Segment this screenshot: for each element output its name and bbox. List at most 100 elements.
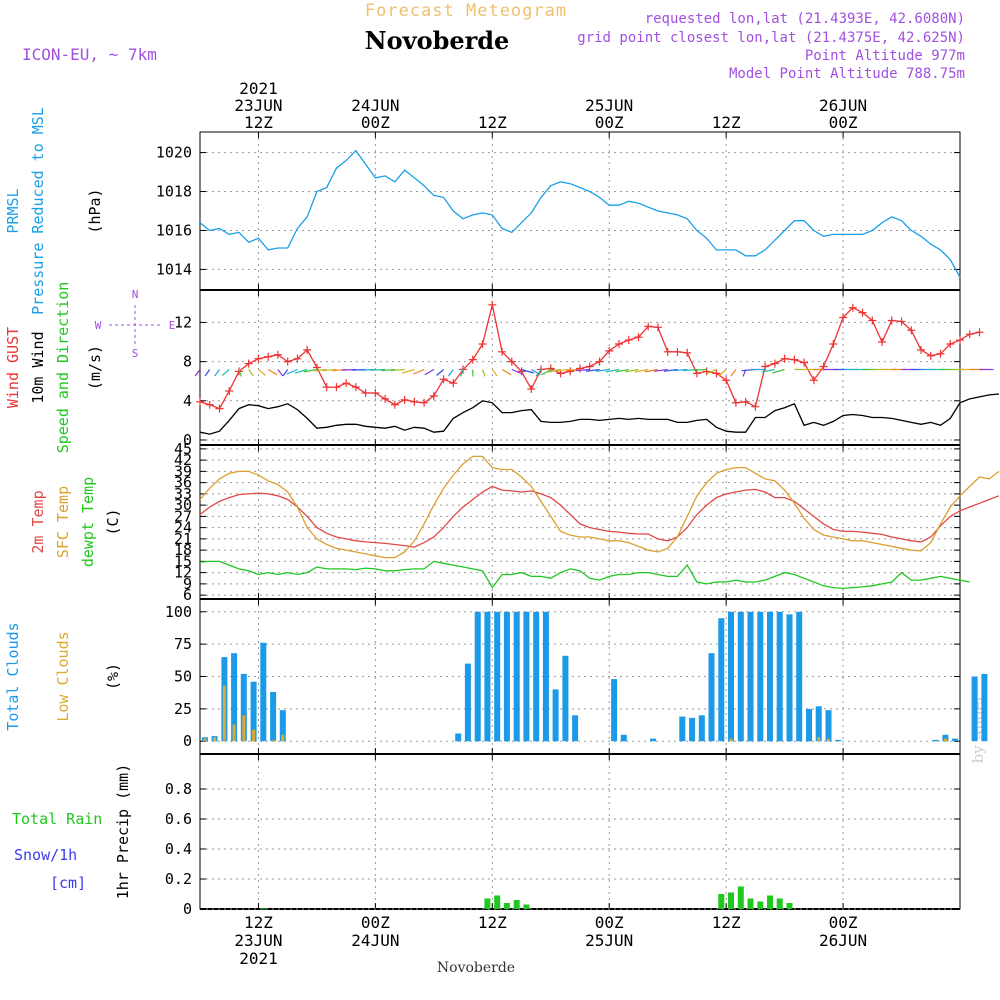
- wind-direction-arrow: [413, 368, 425, 375]
- rain-bar: [484, 898, 491, 909]
- bottom-time-label: 23JUN: [234, 931, 282, 950]
- wind-direction-arrow: [772, 368, 785, 374]
- y-tick-label: 9: [183, 575, 192, 593]
- wind-direction-arrow: [605, 368, 620, 373]
- low-cloud-bar: [271, 739, 275, 742]
- gust-marker: [303, 345, 312, 354]
- gust-marker: [751, 402, 760, 411]
- total-cloud-bar: [611, 679, 618, 742]
- bottom-time-label: 24JUN: [351, 931, 399, 950]
- wind-direction-arrow: [705, 368, 717, 375]
- gust-marker: [644, 322, 653, 331]
- y-tick-label: 75: [174, 635, 192, 653]
- top-time-label: 12Z: [478, 113, 507, 132]
- gust-marker: [858, 308, 867, 317]
- y-tick-label: 1016: [156, 221, 192, 239]
- y-tick-label: 12: [174, 564, 192, 582]
- total-cloud-bar: [250, 681, 257, 742]
- wind-direction-arrow: [634, 368, 649, 373]
- gust-marker: [926, 351, 935, 360]
- y-tick-label: 45: [174, 440, 192, 458]
- total-cloud-bar: [542, 611, 549, 742]
- gust-marker: [839, 313, 848, 322]
- wind-direction-arrow: [654, 368, 668, 372]
- gust-marker: [614, 339, 623, 348]
- gust-marker: [293, 354, 302, 363]
- wind-direction-arrow: [204, 369, 211, 377]
- total-cloud-bar: [835, 739, 842, 742]
- y-tick-label: 100: [165, 603, 192, 621]
- gust-marker: [897, 317, 906, 326]
- gust-marker: [566, 367, 575, 376]
- top-time-label: 00Z: [829, 113, 858, 132]
- gust-marker: [868, 316, 877, 325]
- gust-marker: [400, 395, 409, 404]
- gust-marker: [478, 339, 487, 348]
- gust-marker: [692, 369, 701, 378]
- low-cloud-bar: [817, 737, 821, 742]
- wind-direction-arrow: [556, 368, 571, 372]
- total-cloud-bar: [484, 611, 491, 742]
- top-time-label: 24JUN: [351, 96, 399, 115]
- legend-total-rain: Total Rain: [12, 810, 102, 828]
- gust-marker: [205, 400, 214, 409]
- y-tick-label: 30: [174, 496, 192, 514]
- gust-marker: [683, 348, 692, 357]
- top-time-label: 25JUN: [585, 96, 633, 115]
- low-cloud-bar: [213, 737, 217, 742]
- gust-marker: [712, 369, 721, 378]
- top-time-label: 00Z: [595, 113, 624, 132]
- top-time-label: 12Z: [712, 113, 741, 132]
- gust-marker: [273, 350, 282, 359]
- panel-precip: 0 0.2 0.4 0.6 0.8 1hr Precip (mm) Total Rain Sn…: [12, 753, 961, 918]
- bottom-time-label: 12Z: [712, 913, 741, 932]
- gust-marker: [234, 367, 243, 376]
- wind-direction-arrow: [615, 368, 629, 373]
- wind-direction-arrow: [482, 369, 486, 377]
- gust-marker: [965, 330, 974, 339]
- gust-marker: [361, 388, 370, 397]
- total-cloud-bar: [562, 655, 569, 742]
- rain-bar: [260, 908, 267, 910]
- series-line-wind-gust: [199, 304, 980, 410]
- series-line-dewpt-temp: [199, 560, 970, 590]
- wind-direction-arrow: [530, 368, 541, 376]
- compass-south: S: [132, 347, 139, 360]
- total-cloud-bar: [513, 611, 520, 742]
- total-cloud-bar: [494, 611, 501, 742]
- axis-label: Low Clouds: [54, 631, 72, 721]
- gust-marker: [761, 362, 770, 371]
- wind-direction-arrow: [448, 369, 454, 377]
- wind-direction-arrow: [566, 368, 581, 372]
- total-cloud-bar: [650, 738, 657, 742]
- bottom-time-label: 00Z: [361, 913, 390, 932]
- wind-direction-arrow: [258, 369, 266, 376]
- wind-direction-arrow: [511, 368, 523, 375]
- gust-marker: [790, 355, 799, 364]
- y-tick-label: 8: [183, 353, 192, 371]
- total-cloud-bar: [747, 611, 754, 742]
- top-time-label: 26JUN: [819, 96, 867, 115]
- total-cloud-bar: [806, 708, 812, 742]
- gust-marker: [878, 338, 887, 347]
- total-cloud-bar: [503, 611, 510, 742]
- top-time-label: 2021: [239, 79, 278, 98]
- y-tick-label: 1020: [156, 144, 192, 162]
- series-line-2m-temp: [199, 485, 1000, 548]
- total-cloud-bar: [679, 716, 686, 742]
- gust-marker: [420, 398, 429, 407]
- gust-marker: [351, 383, 360, 392]
- total-cloud-bar: [737, 611, 744, 742]
- wind-direction-arrow: [761, 368, 776, 373]
- y-tick-label: 12: [174, 313, 192, 331]
- gust-marker: [244, 359, 253, 368]
- bottom-time-label: 2021: [239, 949, 278, 968]
- gust-marker: [371, 388, 380, 397]
- wind-direction-arrow: [248, 369, 254, 377]
- y-tick-label: 0.2: [165, 870, 192, 888]
- low-cloud-bar: [943, 738, 947, 742]
- gust-marker: [332, 383, 341, 392]
- total-cloud-bar: [825, 710, 832, 742]
- wind-direction-arrow: [390, 368, 405, 372]
